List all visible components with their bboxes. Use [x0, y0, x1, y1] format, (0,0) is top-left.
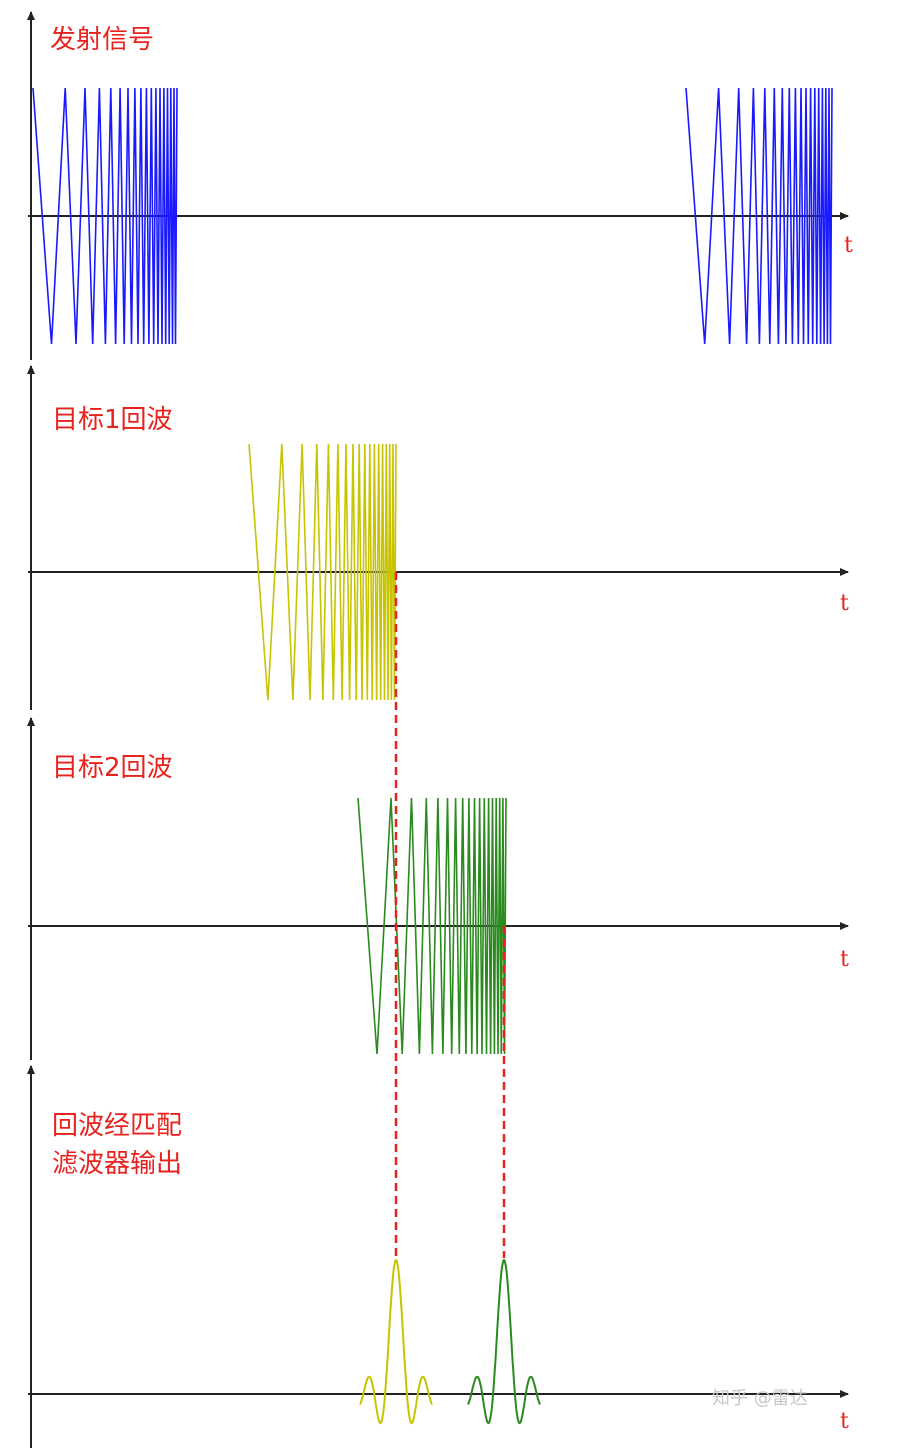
panel-echo2: 目标2回波 t	[28, 718, 849, 1060]
axis-label-t: t	[840, 947, 849, 972]
panel-title-line: 目标1回波	[52, 405, 173, 435]
axis-label-t: t	[840, 1409, 849, 1434]
panel-transmit: 发射信号 t	[28, 12, 853, 360]
watermark: 知乎 @雷达	[712, 1388, 808, 1409]
matched-output-peak-2	[468, 1260, 540, 1423]
panel-title-line: 发射信号	[50, 25, 154, 55]
panel-title-line: 滤波器输出	[52, 1149, 182, 1179]
axis-label-t: t	[840, 591, 849, 616]
panel-title-line: 回波经匹配	[52, 1111, 182, 1141]
axis-label-t: t	[844, 233, 853, 258]
matched-output-peak-1	[360, 1260, 432, 1423]
panel-title-line: 目标2回波	[52, 753, 173, 783]
panel-echo1: 目标1回波 t	[28, 366, 849, 710]
